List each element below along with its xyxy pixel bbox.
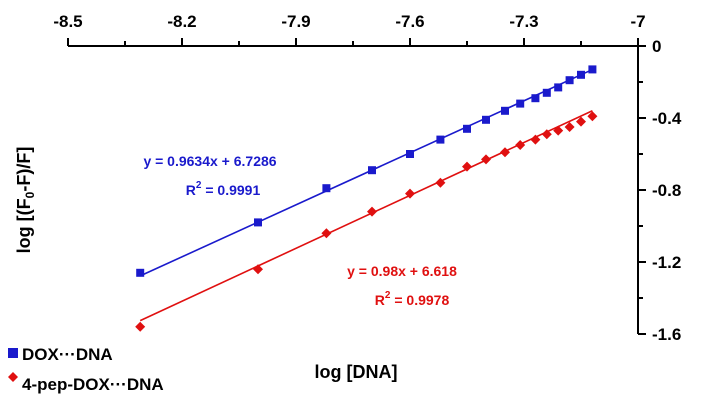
data-point-pep-dox-dna — [367, 206, 377, 217]
data-point-dox-dna — [554, 83, 563, 92]
data-point-dox-dna — [565, 76, 574, 85]
legend-label-pep-dox-dna: 4-pep-DOX···DNA — [22, 375, 164, 394]
data-point-pep-dox-dna — [564, 122, 575, 132]
y-axis-title-part1: log [(F — [14, 198, 34, 253]
y-tick-label: 0 — [652, 37, 661, 56]
data-point-dox-dna — [406, 150, 414, 158]
pep-dox-dna-r2-label: R2 = 0.9978 — [375, 290, 450, 308]
data-point-dox-dna — [136, 268, 145, 277]
data-point-pep-dox-dna — [576, 116, 586, 127]
data-point-pep-dox-dna — [500, 147, 510, 158]
data-point-pep-dox-dna — [405, 188, 415, 199]
data-point-dox-dna — [542, 88, 551, 97]
data-point-dox-dna — [516, 99, 525, 108]
legend-marker-dox-dna — [8, 348, 18, 358]
data-point-dox-dna — [254, 218, 262, 227]
x-tick-label: -7.6 — [395, 12, 424, 31]
y-axis-title-part2: -F)/F] — [14, 147, 34, 192]
legend: DOX···DNA 4-pep-DOX···DNA — [8, 345, 164, 394]
data-point-dox-dna — [322, 184, 331, 193]
data-point-pep-dox-dna — [462, 161, 472, 172]
x-tick-label: -8.5 — [53, 12, 82, 31]
data-point-pep-dox-dna — [515, 140, 526, 150]
y-tick-label: -0.8 — [652, 181, 681, 200]
data-point-dox-dna — [531, 94, 540, 103]
x-tick-label: -7.3 — [509, 12, 538, 31]
data-point-dox-dna — [577, 70, 585, 79]
x-tick-label: -8.2 — [167, 12, 196, 31]
pep-dox-dna-fit-equation: y = 0.98x + 6.618 — [347, 263, 457, 279]
data-point-pep-dox-dna — [253, 264, 263, 275]
y-axis-title: log [(F0-F)/F] — [14, 147, 37, 254]
data-point-pep-dox-dna — [135, 321, 146, 332]
data-point-dox-dna — [463, 124, 471, 133]
data-point-pep-dox-dna — [541, 129, 552, 140]
legend-label-dox-dna: DOX···DNA — [22, 345, 113, 364]
data-point-dox-dna — [482, 115, 490, 124]
data-point-dox-dna — [588, 65, 597, 74]
y-tick-label: -1.2 — [652, 253, 681, 272]
data-point-pep-dox-dna — [435, 177, 446, 188]
legend-marker-pep-dox-dna — [8, 372, 18, 382]
dox-dna-fit-equation: y = 0.9634x + 6.7286 — [143, 153, 276, 169]
dox-dna-r2-label: R2 = 0.9991 — [186, 180, 261, 198]
y-tick-label: -1.6 — [652, 325, 681, 344]
data-point-pep-dox-dna — [321, 228, 332, 239]
fit-line-dox-dna — [139, 68, 593, 277]
y-tick-label: -0.4 — [652, 109, 682, 128]
data-point-pep-dox-dna — [587, 111, 598, 122]
data-point-dox-dna — [501, 106, 509, 115]
x-tick-label: -7.9 — [281, 12, 310, 31]
data-point-pep-dox-dna — [530, 134, 541, 145]
x-axis-title: log [DNA] — [315, 362, 398, 382]
y-axis-title-subscript: 0 — [23, 191, 37, 198]
x-tick-label: -7 — [630, 12, 645, 31]
fit-line-pep-dox-dna — [139, 110, 593, 322]
data-points — [135, 65, 598, 332]
data-point-pep-dox-dna — [553, 125, 564, 136]
data-point-dox-dna — [368, 166, 376, 175]
data-point-dox-dna — [436, 135, 445, 144]
data-point-pep-dox-dna — [481, 154, 491, 165]
axes: -8.5 -8.2 -7.9 -7.6 -7.3 -7 0 -0.4 -0.8 -1.2 -1.6 — [53, 12, 681, 344]
